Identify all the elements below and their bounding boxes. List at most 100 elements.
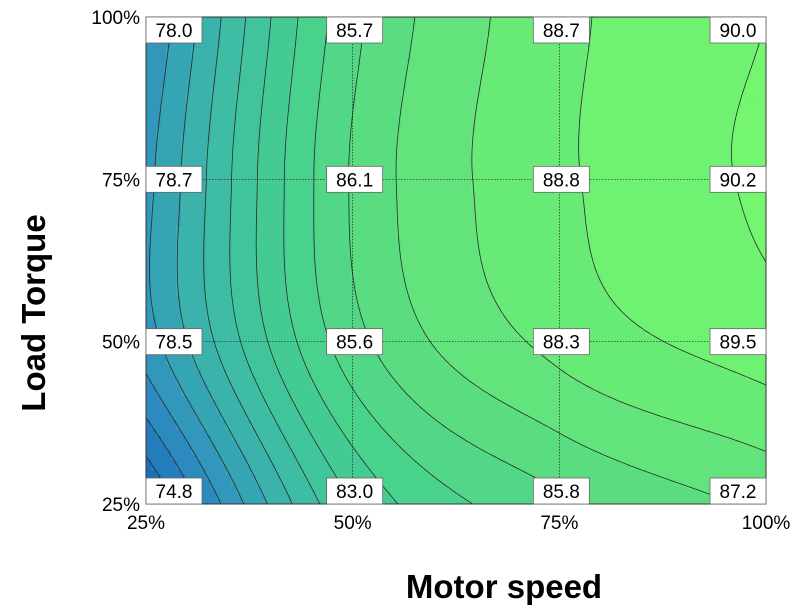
contour-cell — [436, 404, 442, 411]
contour-cell — [461, 369, 467, 376]
contour-cell — [336, 414, 342, 421]
contour-cell — [146, 414, 152, 421]
contour-cell — [726, 374, 732, 381]
contour-cell — [726, 469, 732, 475]
contour-cell — [741, 315, 747, 321]
contour-cell — [211, 310, 217, 316]
contour-cell — [541, 359, 547, 366]
contour-cell — [476, 379, 482, 386]
contour-cell — [386, 474, 392, 480]
contour-cell — [216, 374, 222, 381]
contour-cell — [516, 374, 522, 381]
contour-cell — [581, 384, 587, 391]
contour-cell — [476, 459, 482, 465]
contour-cell — [681, 459, 687, 465]
contour-cell — [161, 409, 167, 416]
contour-cell — [466, 369, 472, 376]
contour-cell — [171, 444, 177, 450]
contour-cell — [406, 335, 412, 341]
contour-cell — [421, 389, 427, 396]
contour-cell — [511, 454, 517, 460]
contour-cell — [241, 434, 247, 440]
contour-cell — [401, 459, 407, 465]
contour-cell — [581, 419, 587, 426]
contour-cell — [186, 469, 192, 475]
contour-cell — [301, 340, 307, 346]
contour-cell — [321, 349, 327, 356]
contour-cell — [191, 409, 197, 416]
contour-cell — [621, 389, 627, 396]
contour-cell — [156, 409, 162, 416]
contour-cell — [256, 300, 262, 306]
contour-cell — [431, 484, 437, 490]
contour-cell — [316, 320, 322, 326]
contour-cell — [561, 369, 567, 376]
contour-cell — [286, 300, 292, 306]
contour-cell — [276, 364, 282, 371]
contour-cell — [481, 479, 487, 485]
contour-cell — [311, 494, 317, 500]
contour-cell — [296, 429, 302, 436]
contour-cell — [381, 320, 387, 326]
contour-cell — [476, 449, 482, 455]
contour-cell — [636, 320, 642, 326]
contour-cell — [321, 384, 327, 391]
contour-cell — [281, 344, 287, 351]
contour-cell — [621, 374, 627, 381]
contour-cell — [181, 384, 187, 391]
contour-cell — [206, 424, 212, 431]
contour-cell — [551, 325, 557, 331]
contour-cell — [251, 444, 257, 450]
contour-cell — [196, 469, 202, 475]
contour-cell — [221, 439, 227, 445]
contour-cell — [201, 499, 207, 504]
contour-cell — [466, 429, 472, 436]
contour-cell — [166, 419, 172, 426]
contour-cell — [381, 489, 387, 495]
contour-cell — [721, 409, 727, 416]
contour-cell — [226, 369, 232, 376]
contour-cell — [426, 459, 432, 465]
contour-cell — [656, 379, 662, 386]
contour-cell — [551, 414, 557, 421]
contour-cell — [401, 489, 407, 495]
contour-cell — [376, 369, 382, 376]
contour-cell — [676, 409, 682, 416]
contour-cell — [376, 464, 382, 470]
contour-cell — [156, 449, 162, 455]
contour-cell — [606, 354, 612, 361]
contour-cell — [646, 305, 652, 311]
contour-cell — [536, 394, 542, 401]
contour-cell — [346, 394, 352, 401]
contour-cell — [526, 409, 532, 416]
contour-cell — [381, 369, 387, 376]
contour-cell — [731, 315, 737, 321]
contour-cell — [651, 469, 657, 475]
contour-cell — [516, 330, 522, 336]
contour-cell — [491, 384, 497, 391]
contour-cell — [506, 499, 512, 504]
contour-cell — [631, 389, 637, 396]
contour-cell — [476, 310, 482, 316]
contour-cell — [226, 330, 232, 336]
contour-cell — [166, 459, 172, 465]
contour-cell — [656, 499, 662, 504]
contour-cell — [266, 340, 272, 346]
contour-cell — [746, 454, 752, 460]
contour-cell — [396, 394, 402, 401]
contour-cell — [551, 464, 557, 470]
contour-cell — [381, 359, 387, 366]
contour-cell — [751, 325, 757, 331]
contour-cell — [401, 340, 407, 346]
contour-cell — [521, 419, 527, 426]
contour-cell — [536, 325, 542, 331]
contour-cell — [516, 305, 522, 311]
contour-cell — [616, 394, 622, 401]
contour-cell — [481, 340, 487, 346]
contour-cell — [616, 389, 622, 396]
contour-cell — [536, 429, 542, 436]
contour-cell — [371, 305, 377, 311]
contour-cell — [441, 315, 447, 321]
contour-cell — [196, 449, 202, 455]
contour-cell — [591, 374, 597, 381]
